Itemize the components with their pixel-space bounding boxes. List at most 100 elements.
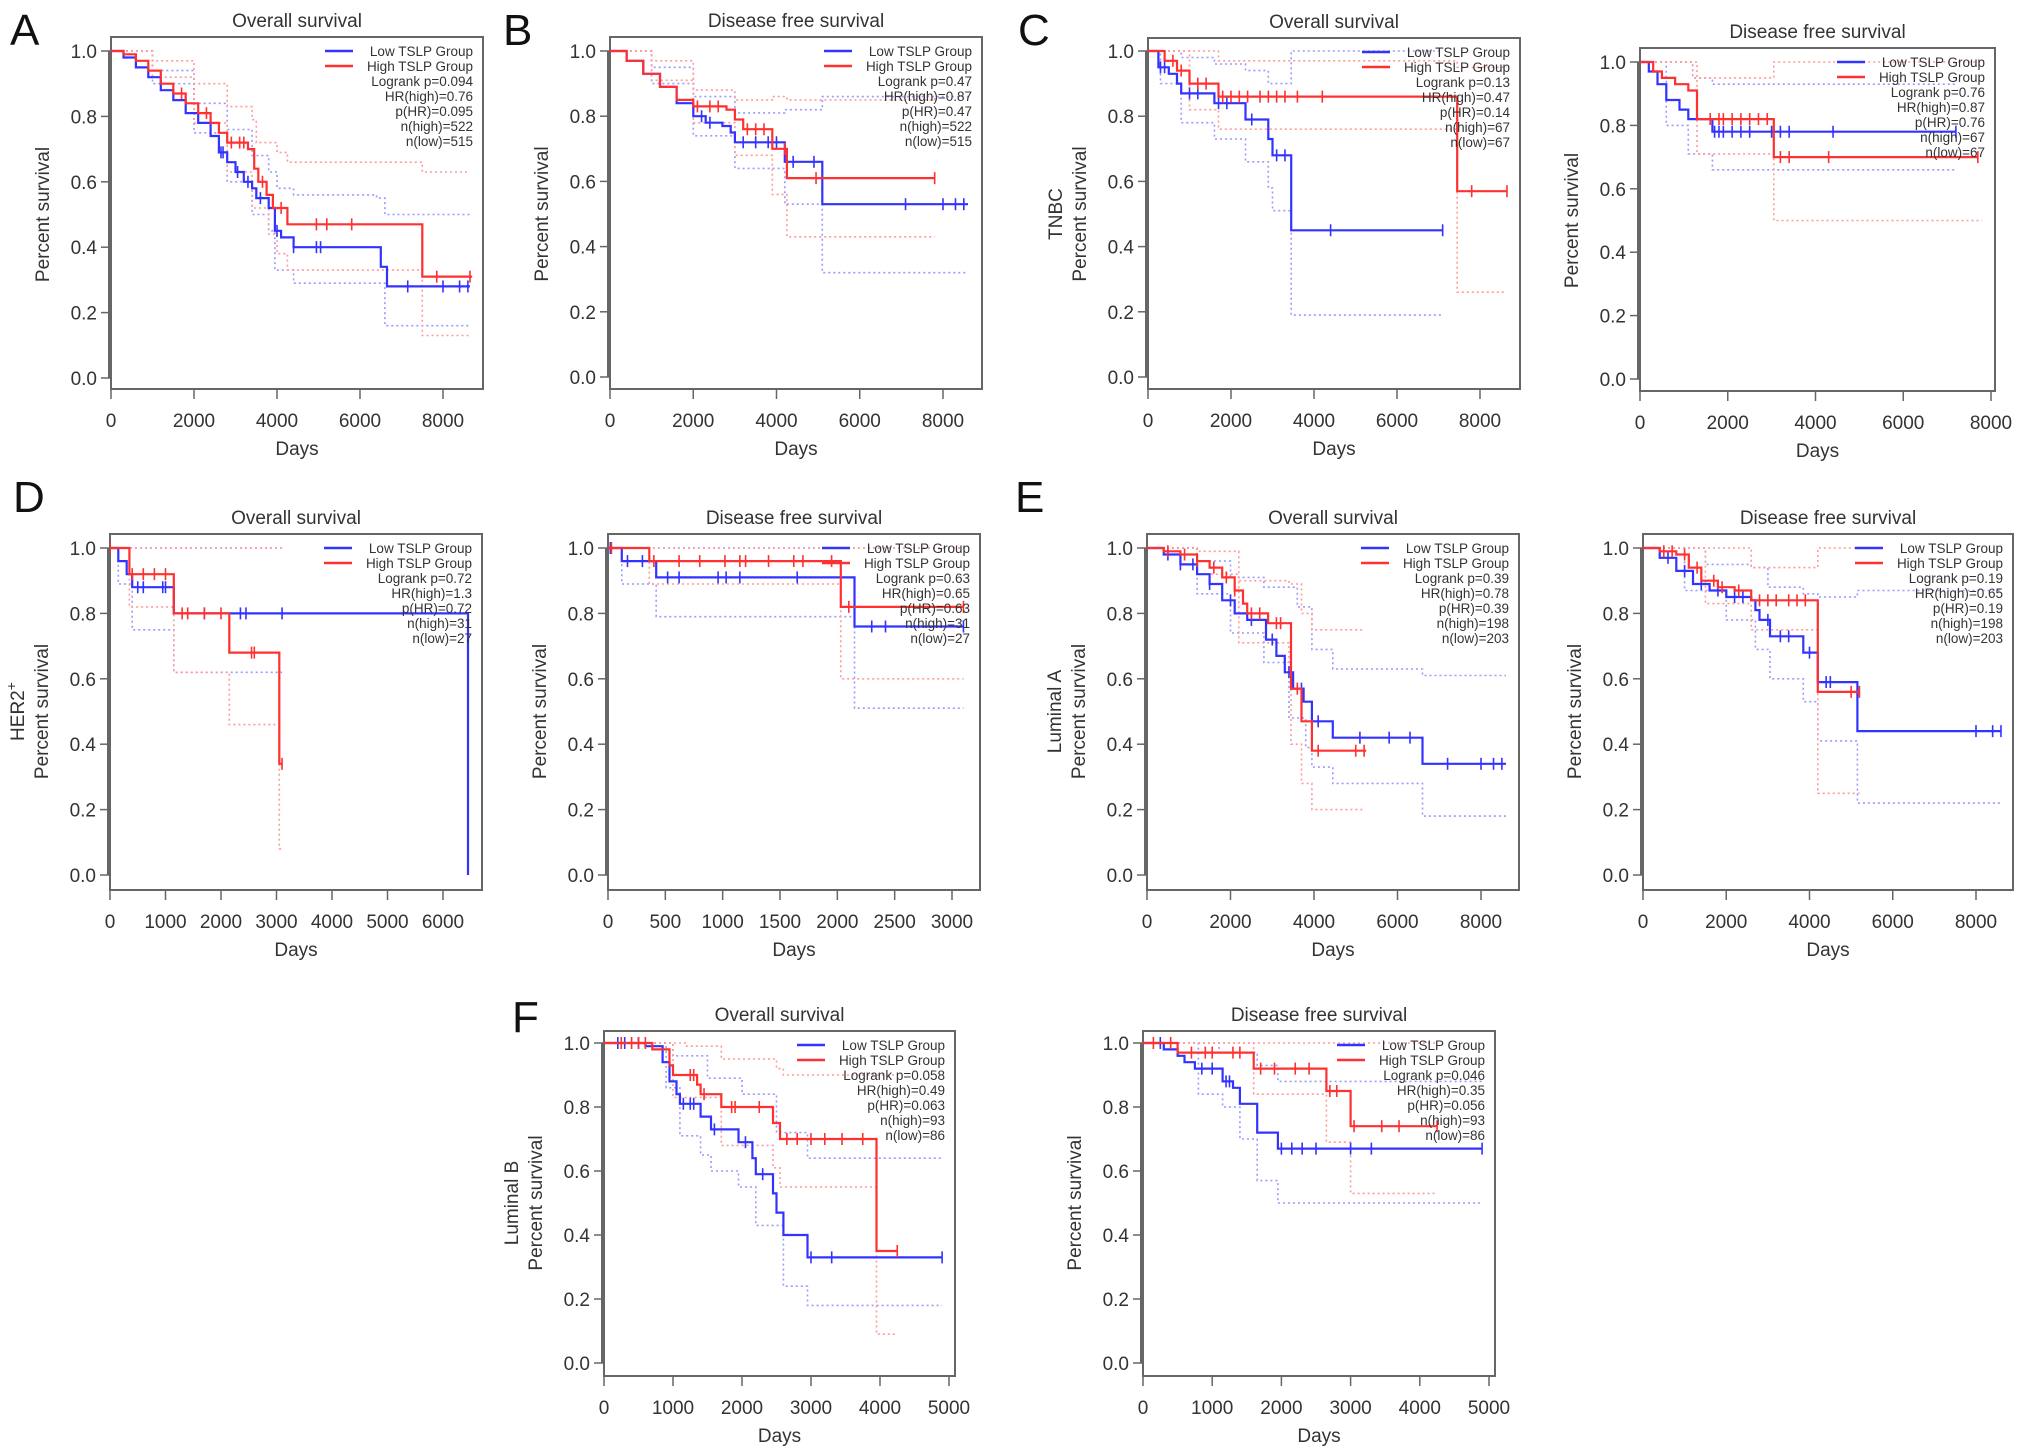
legend-stat: Logrank p=0.72: [378, 571, 472, 586]
x-tick-label: 4000: [1399, 1398, 1441, 1419]
x-tick-label: 6000: [1872, 912, 1914, 933]
legend-stat: p(HR)=0.47: [902, 104, 972, 119]
x-tick-label: 6000: [339, 411, 381, 432]
high-ci-upper-band: [1640, 61, 1983, 79]
y-tick-label: 0.2: [1107, 801, 1133, 822]
y-tick-label: 0.8: [71, 107, 97, 128]
x-tick-label: 0: [1635, 413, 1646, 434]
legend-stat: n(high)=93: [880, 1113, 945, 1128]
y-tick-label: 0.2: [1603, 801, 1629, 822]
x-tick-label: 1000: [1191, 1398, 1233, 1419]
x-tick-label: 2000: [173, 411, 215, 432]
y-axis-label: Percent survival: [1562, 153, 1583, 288]
x-axis-label: Days: [1796, 441, 1839, 462]
y-tick-label: 0.4: [564, 1226, 591, 1247]
x-tick-label: 8000: [422, 411, 464, 432]
y-tick-label: 0.2: [70, 801, 96, 822]
y-tick-label: 0.8: [1107, 604, 1133, 625]
legend-stat: Logrank p=0.63: [876, 571, 970, 586]
x-tick-label: 4000: [311, 912, 353, 933]
low-survival-curve: [608, 546, 964, 628]
chart-title: Overall survival: [1268, 508, 1398, 529]
legend-stat: p(HR)=0.056: [1407, 1098, 1485, 1113]
legend-stat: Logrank p=0.046: [1383, 1068, 1485, 1083]
x-tick-label: 2000: [721, 1398, 763, 1419]
subtype-label: TNBC: [1046, 188, 1067, 240]
legend-stat: HR(high)=0.78: [1421, 586, 1509, 601]
legend-high-label: High TSLP Group: [839, 1053, 945, 1068]
y-tick-label: 0.2: [568, 801, 594, 822]
y-tick-label: 0.2: [1600, 307, 1626, 328]
y-tick-label: 1.0: [568, 539, 594, 560]
low-survival-curve: [604, 1041, 943, 1259]
legend-low-label: Low TSLP Group: [1406, 541, 1509, 556]
x-tick-label: 4000: [755, 411, 797, 432]
y-tick-label: 0.4: [568, 735, 595, 756]
x-tick-label: 8000: [1460, 912, 1502, 933]
x-tick-label: 0: [599, 1398, 610, 1419]
panel-C-dfs: Disease free survival 0.0 0.2 0.4 0.6 0.8 1.0 0…: [1562, 22, 2012, 462]
legend-stat: Logrank p=0.76: [1891, 85, 1985, 100]
plot-frame: [609, 36, 983, 390]
legend-stat: p(HR)=0.63: [900, 601, 970, 616]
legend-stat: Logrank p=0.47: [878, 74, 972, 89]
chart-title: Overall survival: [1269, 12, 1399, 33]
x-tick-label: 8000: [1970, 413, 2012, 434]
legend-stat: n(low)=203: [1936, 631, 2003, 646]
x-tick-label: 2000: [1705, 912, 1747, 933]
y-tick-label: 0.4: [1108, 238, 1135, 259]
panel-C-os: C Overall survival 0.0 0.2 0.4 0.6 0.8 1.0 0 2000…: [1018, 6, 1521, 460]
legend-stat: n(low)=27: [910, 631, 970, 646]
subtype-label: Luminal A: [1045, 669, 1066, 753]
x-axis-label: Days: [772, 940, 815, 961]
x-tick-label: 8000: [1955, 912, 1997, 933]
y-tick-label: 0.6: [70, 670, 96, 691]
x-tick-label: 2000: [1209, 912, 1251, 933]
chart-title: Disease free survival: [708, 11, 884, 32]
x-tick-label: 0: [1638, 912, 1649, 933]
legend-stat: n(high)=93: [1420, 1113, 1485, 1128]
y-tick-label: 0.0: [564, 1354, 590, 1375]
high-survival-curve: [1640, 60, 1978, 159]
curves: [1643, 545, 2002, 804]
high-ci-lower-band: [1643, 547, 1860, 795]
legend-stat: n(low)=67: [1450, 135, 1510, 150]
legend-low-label: Low TSLP Group: [869, 44, 972, 59]
legend-stat: n(high)=67: [1920, 130, 1985, 145]
legend-stat: n(high)=522: [401, 119, 473, 134]
subtype-label: Luminal B: [502, 1161, 523, 1246]
x-tick-label: 2000: [1260, 1398, 1302, 1419]
y-tick-label: 0.2: [71, 304, 97, 325]
y-tick-label: 0.0: [71, 369, 97, 390]
low-ci-upper-band: [1640, 61, 1956, 85]
panel-E-os: E Overall survival 0.0 0.2 0.4 0.6 0.8 1.0 0 2000…: [1015, 473, 1520, 961]
x-tick-label: 8000: [1459, 411, 1501, 432]
y-tick-label: 0.0: [70, 866, 96, 887]
y-tick-label: 0.8: [1103, 1098, 1129, 1119]
x-tick-label: 4000: [1293, 411, 1335, 432]
y-tick-label: 1.0: [71, 42, 97, 63]
low-ci-upper-band: [1148, 50, 1443, 85]
panel-A-os: A Overall survival 0.0 0.2 0.4 0.6 0.8 1.0 0 2000…: [10, 6, 484, 460]
high-ci-lower-band: [604, 1042, 898, 1335]
legend-stat: Logrank p=0.13: [1416, 75, 1510, 90]
x-tick-label: 4000: [1794, 413, 1836, 434]
x-tick-label: 4000: [1788, 912, 1830, 933]
y-tick-label: 1.0: [70, 539, 96, 560]
y-tick-label: 1.0: [1603, 539, 1629, 560]
x-tick-label: 2000: [672, 411, 714, 432]
high-ci-lower-band: [1143, 1042, 1438, 1195]
x-tick-label: 6000: [839, 411, 881, 432]
y-tick-label: 0.0: [1600, 370, 1626, 391]
panel-B-dfs: B Disease free survival 0.0 0.2 0.4 0.6 0.8 1.0…: [503, 6, 983, 460]
legend-low-label: Low TSLP Group: [1382, 1038, 1485, 1053]
y-tick-label: 0.6: [1108, 172, 1134, 193]
y-tick-label: 0.8: [1600, 116, 1626, 137]
legend-stat: HR(high)=0.49: [857, 1083, 945, 1098]
x-tick-label: 0: [1143, 411, 1154, 432]
curves: [111, 49, 473, 337]
legend-low-label: Low TSLP Group: [867, 541, 970, 556]
curves: [608, 542, 965, 709]
y-tick-label: 0.6: [570, 172, 596, 193]
